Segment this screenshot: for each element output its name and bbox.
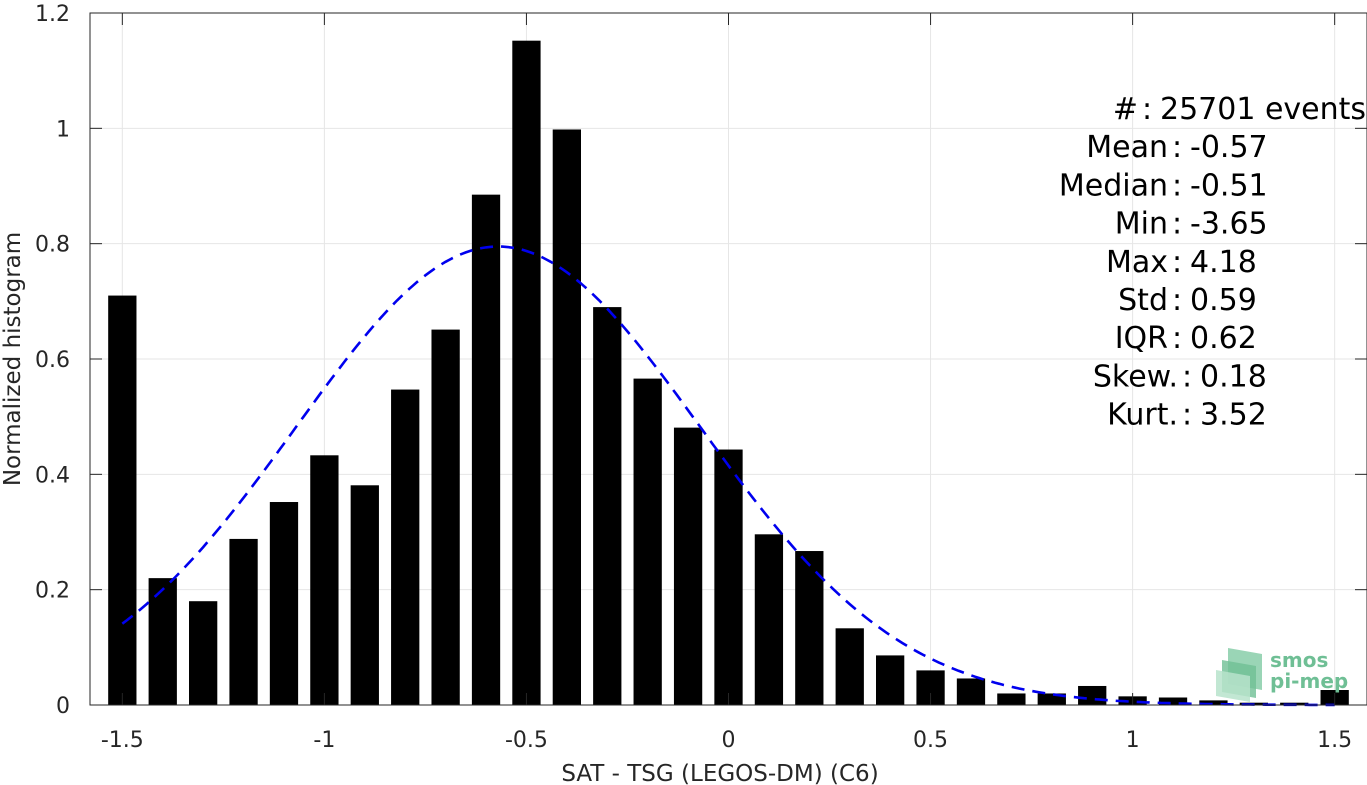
y-tick-label: 1.2 bbox=[35, 2, 70, 27]
histogram-bar bbox=[552, 129, 581, 705]
y-axis-title: Normalized histogram bbox=[0, 232, 26, 486]
logo-line-2: pi-mep bbox=[1270, 669, 1348, 693]
histogram-bar bbox=[350, 485, 379, 705]
stat-key: # bbox=[1113, 92, 1138, 127]
stat-key: Median bbox=[1059, 168, 1168, 203]
x-tick-label: 1 bbox=[1126, 728, 1140, 753]
histogram-bar bbox=[148, 578, 177, 705]
histogram-bar bbox=[876, 655, 905, 705]
histogram-bar bbox=[593, 307, 622, 705]
stat-value: 0.59 bbox=[1190, 283, 1257, 318]
stat-key: Kurt. bbox=[1107, 398, 1178, 433]
histogram-bar bbox=[471, 194, 501, 705]
histogram-bar bbox=[754, 534, 784, 705]
stat-colon: : bbox=[1172, 207, 1182, 242]
stat-key: Skew. bbox=[1093, 359, 1178, 394]
axis-ticks bbox=[90, 12, 1367, 706]
logo-mark-icon bbox=[1216, 648, 1262, 702]
histogram-bar bbox=[714, 449, 743, 705]
y-tick-label: 0 bbox=[56, 694, 70, 719]
x-tick-label: -1 bbox=[313, 728, 335, 753]
histogram-bar bbox=[633, 378, 662, 705]
histogram-bar bbox=[1199, 700, 1228, 705]
stat-value: -0.51 bbox=[1190, 168, 1268, 203]
x-tick-label: 1.5 bbox=[1317, 728, 1352, 753]
gaussian-fit-curve bbox=[121, 245, 1335, 707]
stat-colon: : bbox=[1172, 130, 1182, 165]
x-tick-label: -0.5 bbox=[505, 728, 548, 753]
histogram-bar bbox=[997, 693, 1026, 705]
histogram-bar bbox=[1037, 693, 1066, 705]
stat-colon: : bbox=[1182, 398, 1192, 433]
histogram-bar bbox=[189, 601, 218, 705]
y-tick-labels: 0 0.2 0.4 0.6 0.8 1 1.2 bbox=[35, 2, 70, 719]
stat-colon: : bbox=[1172, 283, 1182, 318]
histogram-bar bbox=[673, 427, 703, 705]
x-tick-label: -1.5 bbox=[101, 728, 144, 753]
stat-value: 4.18 bbox=[1190, 245, 1257, 280]
stat-colon: : bbox=[1142, 92, 1152, 127]
histogram-bar bbox=[108, 295, 137, 705]
stat-key: IQR bbox=[1115, 321, 1168, 356]
stat-key: Min bbox=[1115, 207, 1168, 242]
y-tick-label: 0.8 bbox=[35, 233, 70, 258]
histogram-bar bbox=[956, 678, 986, 705]
stat-value: 0.18 bbox=[1200, 359, 1267, 394]
logo-line-1: smos bbox=[1270, 648, 1328, 672]
stat-key: Std bbox=[1118, 283, 1168, 318]
y-tick-label: 1 bbox=[56, 117, 70, 142]
stat-colon: : bbox=[1172, 245, 1182, 280]
stat-key: Mean bbox=[1086, 130, 1168, 165]
stat-value: -3.65 bbox=[1190, 207, 1268, 242]
stat-colon: : bbox=[1182, 359, 1192, 394]
stat-colon: : bbox=[1172, 321, 1182, 356]
stat-value: 0.62 bbox=[1190, 321, 1257, 356]
histogram-bar bbox=[795, 551, 824, 705]
y-tick-label: 0.6 bbox=[35, 348, 70, 373]
stat-value: 3.52 bbox=[1200, 398, 1267, 433]
histogram-bar bbox=[1158, 697, 1188, 705]
histogram-bar bbox=[835, 628, 864, 705]
smos-pimep-logo: smos pi-mep bbox=[1216, 648, 1348, 702]
histogram-bar bbox=[391, 389, 420, 705]
histogram-bar bbox=[229, 538, 258, 705]
y-tick-label: 0.4 bbox=[35, 463, 70, 488]
stat-value: 25701 events bbox=[1160, 92, 1366, 127]
histogram-bar bbox=[512, 40, 541, 706]
x-tick-label: 0 bbox=[722, 728, 736, 753]
histogram-bars bbox=[108, 40, 1349, 706]
stat-colon: : bbox=[1172, 168, 1182, 203]
histogram-bar bbox=[310, 455, 339, 705]
histogram-bar bbox=[431, 329, 460, 705]
histogram-bar bbox=[269, 502, 299, 705]
histogram-bar bbox=[1078, 685, 1107, 705]
stat-value: -0.57 bbox=[1190, 130, 1268, 165]
x-tick-label: 0.5 bbox=[913, 728, 948, 753]
x-axis-title: SAT - TSG (LEGOS-DM) (C6) bbox=[561, 761, 878, 785]
stat-key: Max bbox=[1106, 245, 1168, 280]
x-tick-labels: -1.5 -1 -0.5 0 0.5 1 1.5 bbox=[101, 728, 1352, 753]
y-tick-label: 0.2 bbox=[35, 579, 70, 604]
